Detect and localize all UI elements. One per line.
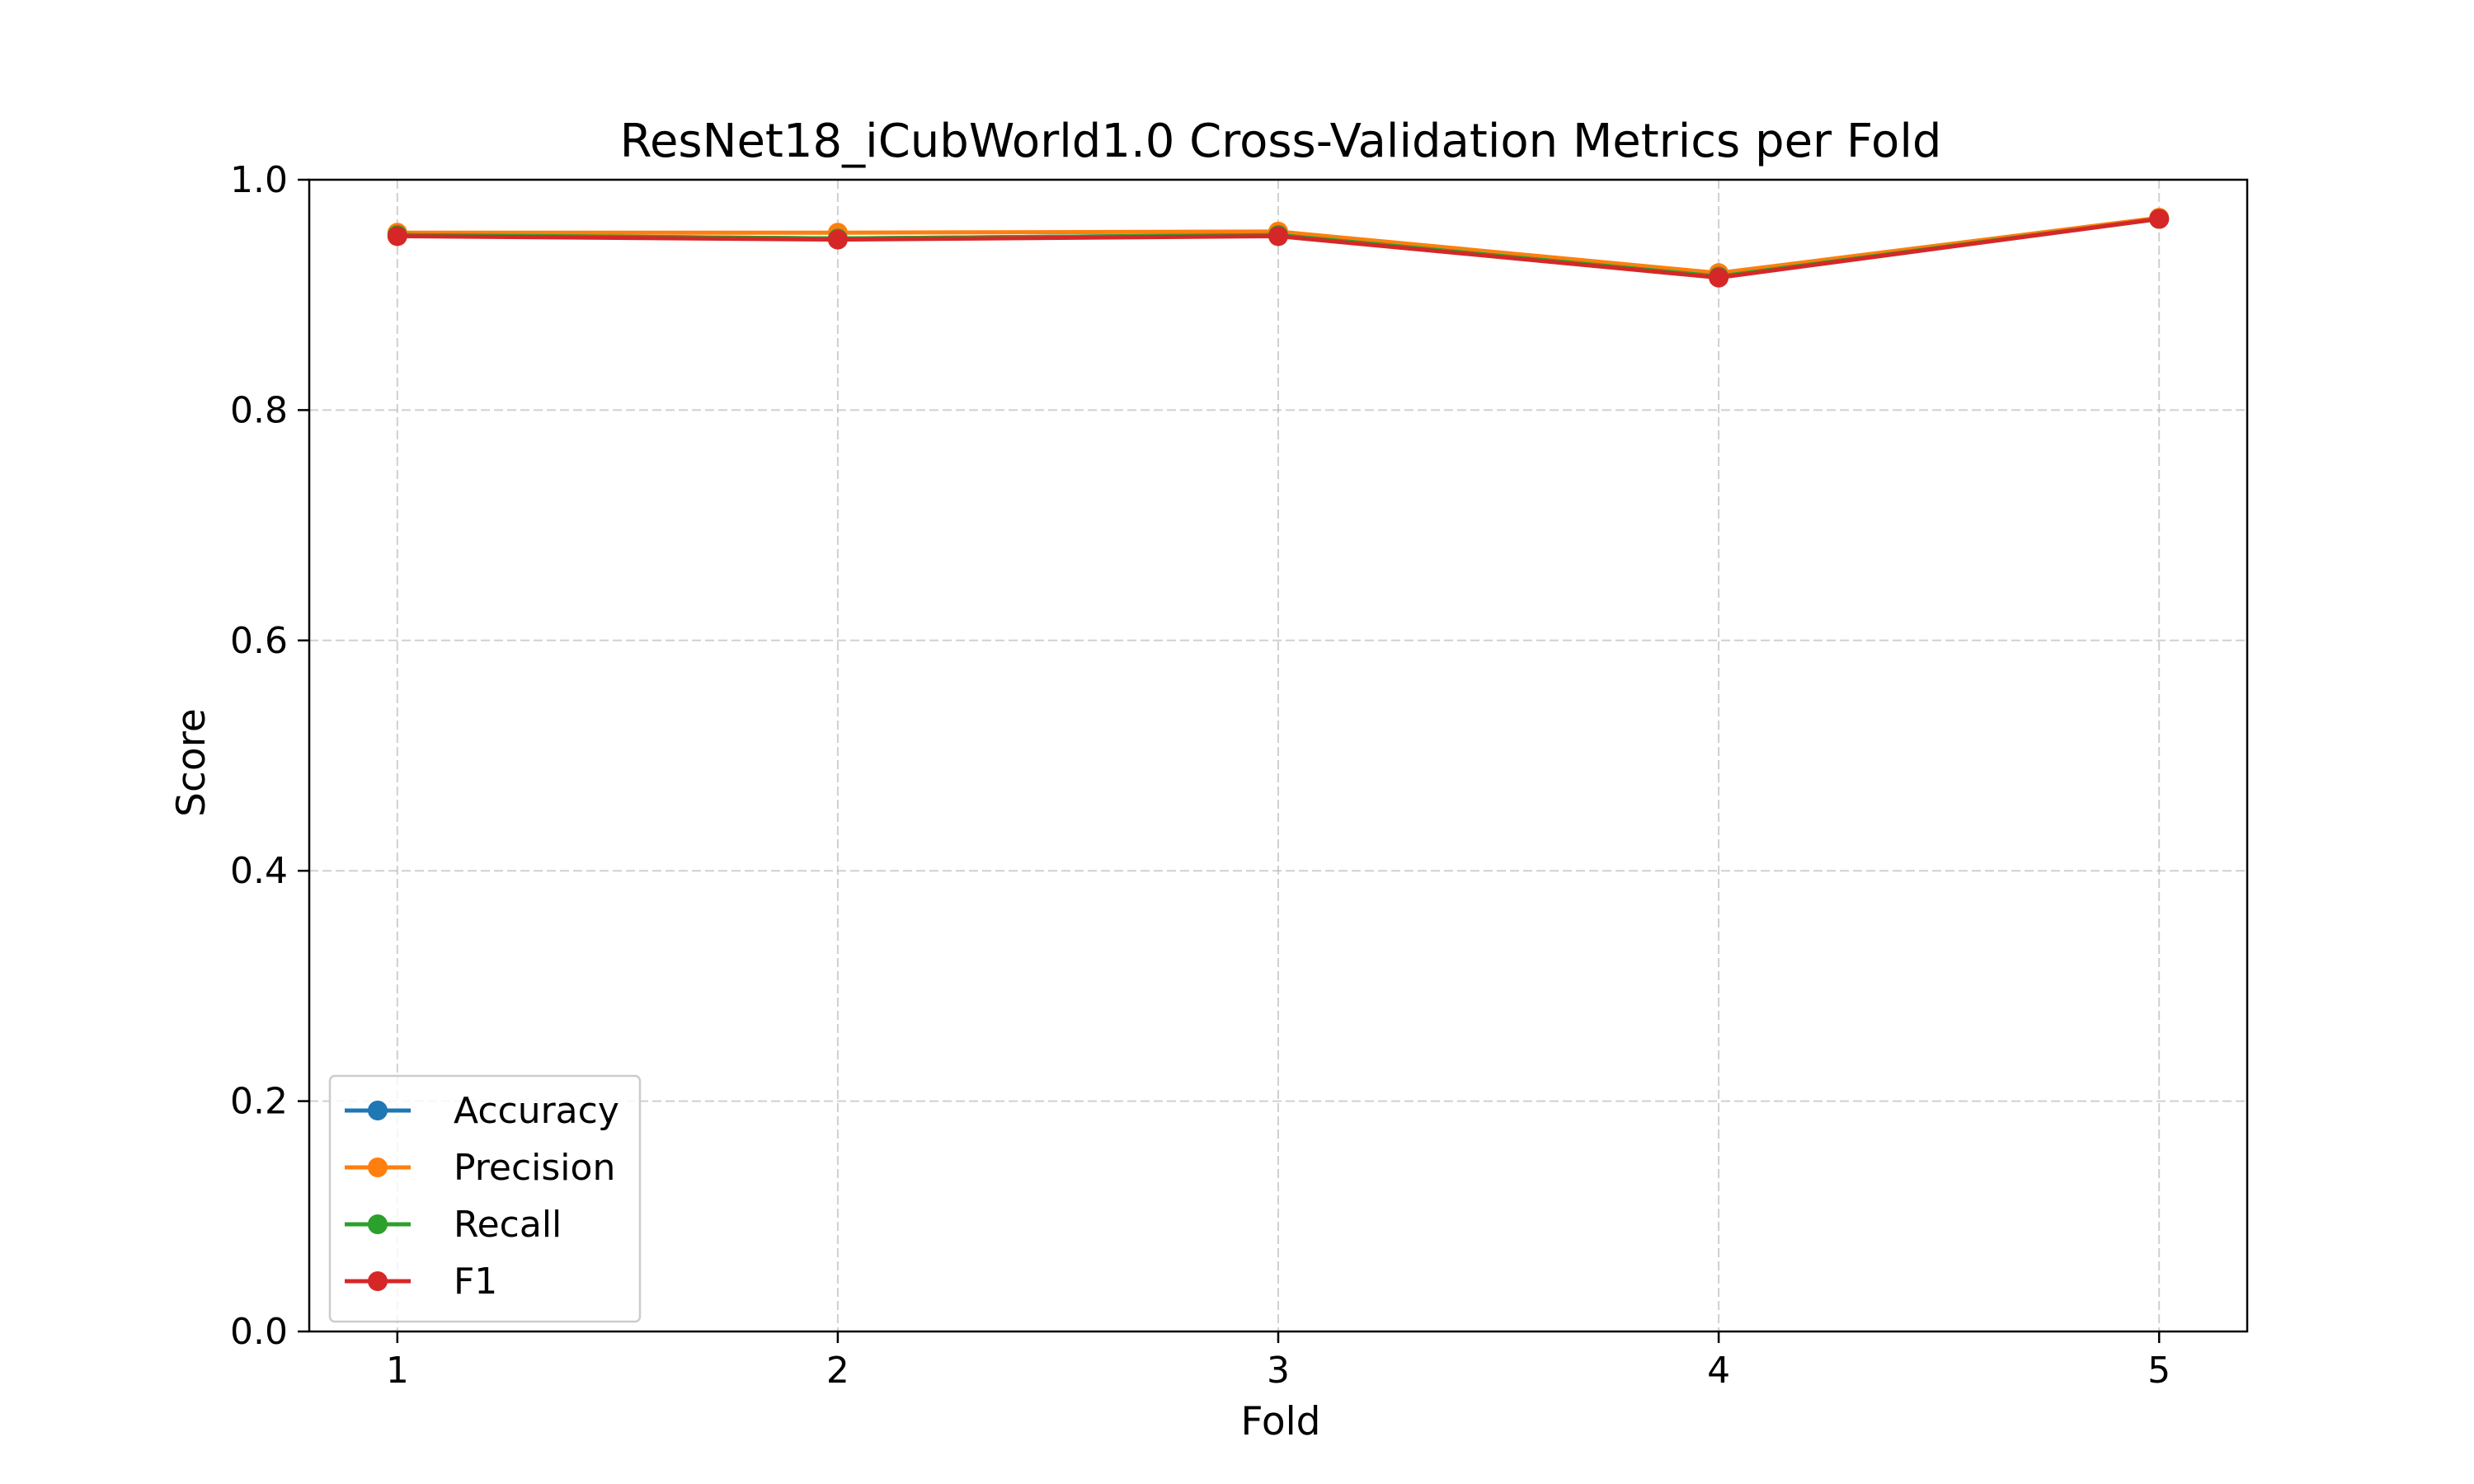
- x-axis-ticks: 1 2 3 4 5: [386, 1331, 2171, 1392]
- legend-item-f1: F1: [345, 1261, 497, 1303]
- legend-box: [328, 1074, 642, 1323]
- x-tick-label: 5: [2147, 1350, 2171, 1392]
- x-axis-label: Fold: [1240, 1399, 1320, 1444]
- data-point: [1709, 267, 1729, 288]
- chart-title: ResNet18_iCubWorld1.0 Cross-Validation M…: [620, 115, 1942, 168]
- y-tick-label: 0.4: [230, 850, 288, 892]
- legend-label: Recall: [454, 1204, 562, 1246]
- y-tick-label: 0.0: [230, 1311, 288, 1353]
- data-point: [1268, 226, 1288, 247]
- series-layer: [387, 208, 2170, 288]
- y-tick-label: 0.2: [230, 1081, 288, 1123]
- data-point: [387, 226, 407, 247]
- legend-swatch-marker: [368, 1214, 388, 1234]
- legend-label: Precision: [454, 1147, 615, 1189]
- data-point: [2149, 209, 2170, 229]
- y-tick-label: 0.6: [230, 620, 288, 662]
- legend-label: F1: [454, 1261, 497, 1303]
- x-tick-label: 2: [826, 1350, 849, 1392]
- legend-swatch-marker: [368, 1101, 388, 1120]
- legend: Accuracy Precision Recall F1: [328, 1074, 642, 1323]
- legend-item-accuracy: Accuracy: [345, 1090, 619, 1132]
- legend-swatch-marker: [368, 1158, 388, 1177]
- legend-item-recall: Recall: [345, 1204, 562, 1246]
- y-axis-label: Score: [169, 708, 214, 817]
- x-tick-label: 1: [386, 1350, 409, 1392]
- y-tick-label: 1.0: [230, 159, 288, 201]
- legend-label: Accuracy: [454, 1090, 619, 1132]
- data-point: [827, 229, 848, 250]
- x-tick-label: 4: [1707, 1350, 1730, 1392]
- legend-item-precision: Precision: [345, 1147, 615, 1189]
- series-f1: [387, 209, 2170, 288]
- y-tick-label: 0.8: [230, 389, 288, 431]
- legend-swatch-marker: [368, 1271, 388, 1291]
- x-tick-label: 3: [1267, 1350, 1290, 1392]
- grid: [309, 179, 2247, 1332]
- y-axis-ticks: 0.0 0.2 0.4 0.6 0.8 1.0: [230, 159, 309, 1353]
